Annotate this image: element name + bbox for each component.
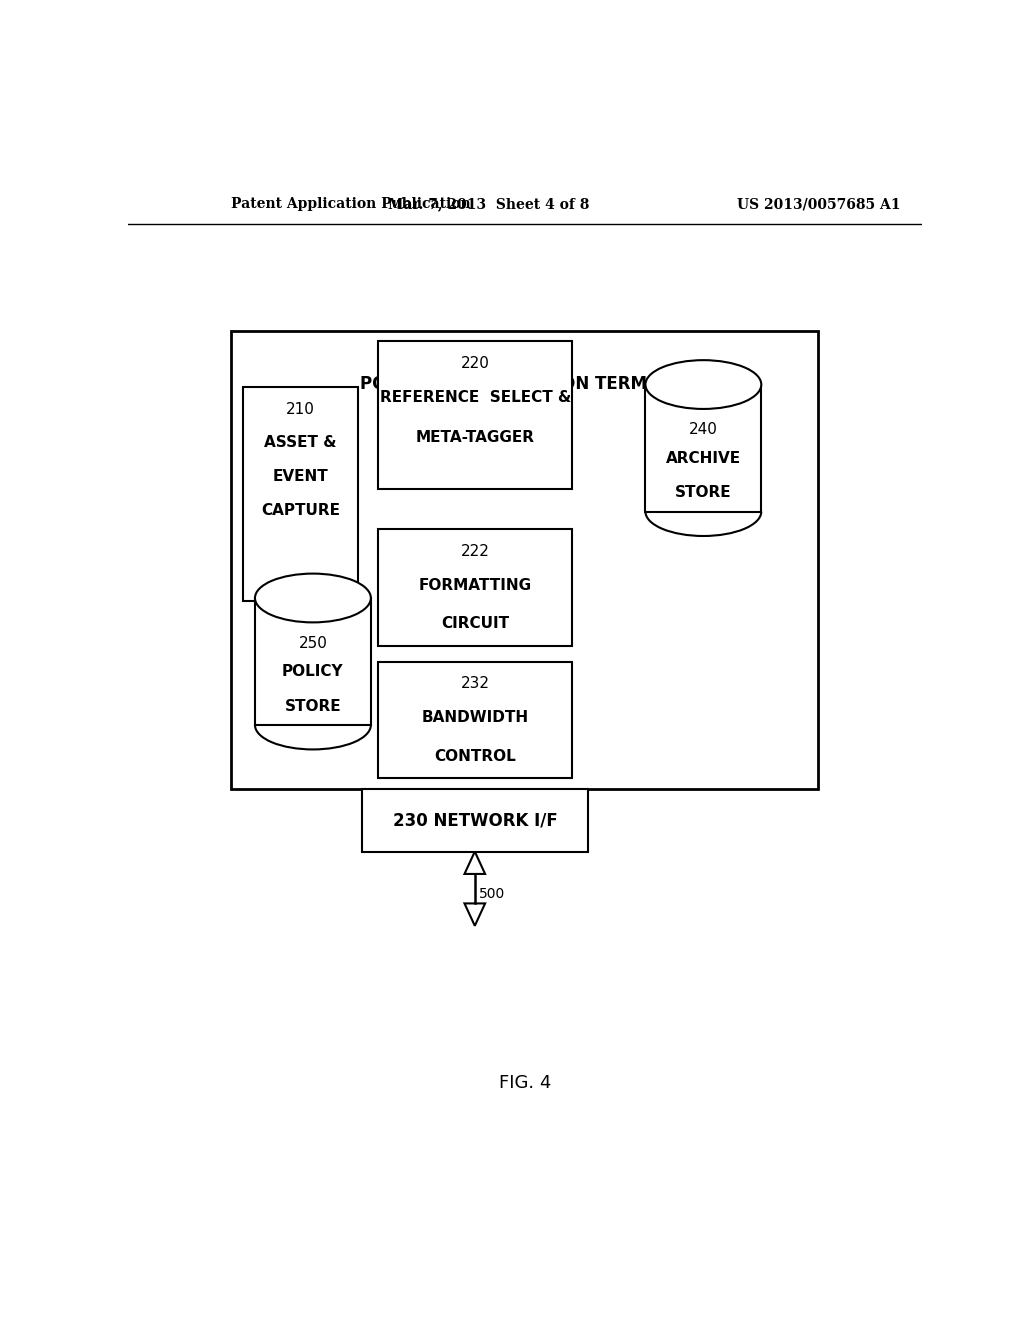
Text: 500: 500 — [479, 887, 505, 900]
Text: Mar. 7, 2013  Sheet 4 of 8: Mar. 7, 2013 Sheet 4 of 8 — [388, 197, 590, 211]
FancyBboxPatch shape — [231, 331, 818, 788]
Text: 220: 220 — [461, 356, 489, 371]
Text: BANDWIDTH: BANDWIDTH — [422, 710, 528, 725]
Text: CONTROL: CONTROL — [434, 748, 516, 763]
Text: POINT OF RECORDATION TERMINAL: POINT OF RECORDATION TERMINAL — [359, 375, 690, 393]
Text: POLICY: POLICY — [282, 664, 344, 680]
Text: Patent Application Publication: Patent Application Publication — [231, 197, 471, 211]
FancyBboxPatch shape — [255, 598, 371, 725]
Text: US 2013/0057685 A1: US 2013/0057685 A1 — [736, 197, 900, 211]
Text: ARCHIVE: ARCHIVE — [666, 450, 741, 466]
Text: FORMATTING: FORMATTING — [419, 578, 531, 593]
Text: 240: 240 — [689, 422, 718, 437]
Text: REFERENCE  SELECT &: REFERENCE SELECT & — [380, 389, 570, 405]
Text: 230 NETWORK I/F: 230 NETWORK I/F — [393, 810, 558, 829]
Text: META-TAGGER: META-TAGGER — [416, 430, 535, 445]
Text: FIG. 4: FIG. 4 — [499, 1074, 551, 1093]
Text: ASSET &: ASSET & — [264, 436, 337, 450]
Text: 250: 250 — [298, 636, 328, 651]
FancyBboxPatch shape — [378, 661, 572, 779]
Text: STORE: STORE — [285, 698, 341, 714]
FancyBboxPatch shape — [362, 788, 588, 851]
Text: CIRCUIT: CIRCUIT — [441, 616, 509, 631]
Text: STORE: STORE — [675, 486, 732, 500]
Text: EVENT: EVENT — [272, 469, 329, 484]
Text: 232: 232 — [461, 676, 489, 692]
FancyBboxPatch shape — [243, 387, 358, 601]
FancyBboxPatch shape — [378, 529, 572, 647]
Text: 200: 200 — [508, 345, 542, 363]
FancyBboxPatch shape — [645, 384, 761, 512]
Text: CAPTURE: CAPTURE — [261, 503, 340, 517]
Ellipse shape — [255, 574, 371, 623]
Text: 222: 222 — [461, 544, 489, 560]
Ellipse shape — [645, 360, 761, 409]
FancyBboxPatch shape — [378, 342, 572, 488]
Text: 210: 210 — [286, 403, 315, 417]
